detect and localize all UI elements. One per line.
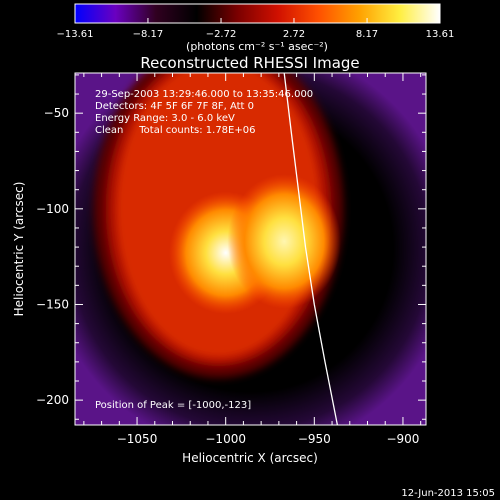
colorbar-tick-label: −8.17	[133, 29, 164, 40]
annotation-time-range: 29-Sep-2003 13:29:46.000 to 13:35:46.000	[95, 89, 313, 100]
y-axis-ticks: −50 −100 −150 −200	[36, 74, 426, 420]
x-tick-label: −1050	[117, 432, 158, 446]
emission-sources	[93, 73, 344, 378]
chart-title: Reconstructed RHESSI Image	[140, 54, 359, 72]
y-tick-label: −50	[44, 106, 69, 120]
x-tick-label: −900	[386, 432, 419, 446]
bright-source-2	[227, 174, 341, 309]
x-axis-label: Heliocentric X (arcsec)	[182, 451, 318, 465]
y-tick-label: −200	[36, 393, 69, 407]
plot-frame	[74, 72, 427, 426]
colorbar-unit-label: (photons cm⁻² s⁻¹ asec⁻²)	[186, 40, 328, 53]
colorbar-ticks: −13.61 −8.17 −2.72 2.72 8.17 13.61	[56, 18, 454, 40]
x-tick-label: −1000	[205, 432, 246, 446]
x-axis-ticks: −1050 −1000 −950 −900	[83, 73, 422, 446]
plot-area	[75, 73, 426, 425]
annotation-energy-range: Energy Range: 3.0 - 6.0 keV	[95, 113, 235, 124]
colorbar-tick-label: −2.72	[206, 29, 237, 40]
y-tick-label: −100	[36, 202, 69, 216]
colorbar-tick-label: 2.72	[283, 29, 305, 40]
y-tick-label: −150	[36, 297, 69, 311]
footer-date: 12-Jun-2013 15:05	[401, 488, 495, 499]
annotation-clean-counts: Clean Total counts: 1.78E+06	[95, 125, 255, 136]
colorbar-tick-label: −13.61	[56, 29, 93, 40]
annotation-detectors: Detectors: 4F 5F 6F 7F 8F, Att 0	[95, 101, 254, 112]
x-tick-label: −950	[298, 432, 331, 446]
colorbar-tick-label: 8.17	[356, 29, 378, 40]
peak-position-label: Position of Peak = [-1000,-123]	[95, 400, 251, 411]
y-axis-label: Heliocentric Y (arcsec)	[12, 182, 26, 317]
colorbar	[74, 3, 441, 24]
solar-limb-curve	[283, 73, 339, 425]
colorbar-tick-label: 13.61	[426, 29, 455, 40]
